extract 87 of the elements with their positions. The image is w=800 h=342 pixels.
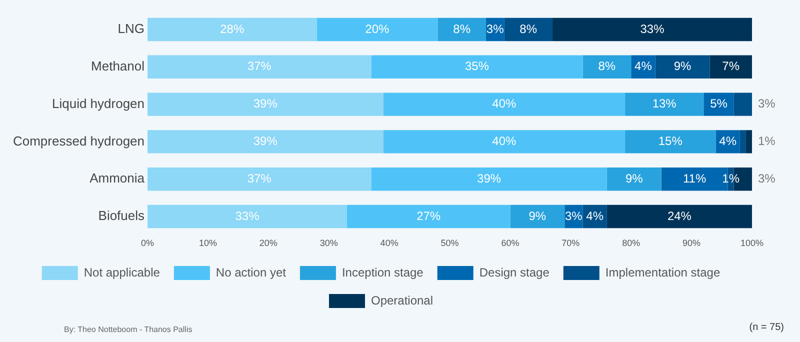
x-tick-label: 90% bbox=[682, 238, 701, 248]
bar bbox=[582, 55, 632, 78]
y-tick-label: Methanol bbox=[91, 58, 145, 74]
y-tick-label: Liquid hydrogen bbox=[52, 96, 145, 111]
bar bbox=[552, 18, 752, 42]
data-label: 8% bbox=[520, 22, 538, 36]
bar bbox=[740, 130, 746, 154]
data-label: 4% bbox=[634, 59, 652, 74]
data-label: 1% bbox=[722, 171, 740, 186]
x-tick-label: 40% bbox=[380, 238, 398, 248]
x-tick-label: 0% bbox=[141, 238, 154, 248]
x-tick-label: 50% bbox=[440, 238, 459, 248]
bar bbox=[716, 130, 740, 154]
bar bbox=[148, 168, 372, 191]
y-tick-label: Compressed hydrogen bbox=[12, 133, 145, 148]
data-label: 4% bbox=[586, 208, 604, 223]
data-label: 7% bbox=[722, 59, 740, 74]
x-tick-label: 20% bbox=[259, 238, 278, 248]
data-label: 8% bbox=[598, 59, 616, 74]
data-label: 9% bbox=[528, 208, 546, 223]
legend-label: Not applicable bbox=[84, 265, 160, 280]
y-tick-label: LNG bbox=[118, 21, 145, 36]
data-label: 37% bbox=[247, 59, 272, 74]
data-label: 20% bbox=[365, 22, 390, 36]
x-tick-label: 80% bbox=[622, 238, 640, 248]
bar bbox=[504, 18, 553, 42]
data-label: 1% bbox=[758, 134, 776, 148]
data-label: 39% bbox=[253, 96, 278, 111]
bar bbox=[148, 18, 317, 42]
data-label: 24% bbox=[667, 208, 692, 223]
data-label: 4% bbox=[719, 134, 737, 148]
bar bbox=[371, 55, 583, 78]
bar bbox=[316, 18, 438, 42]
y-tick-label: Ammonia bbox=[90, 170, 146, 186]
data-label: 33% bbox=[235, 208, 260, 223]
bar bbox=[383, 130, 626, 154]
legend-label: Implementation stage bbox=[605, 265, 720, 280]
x-tick-label: 60% bbox=[501, 238, 520, 248]
bar bbox=[148, 130, 384, 154]
bar bbox=[625, 130, 716, 154]
y-tick-label: Biofuels bbox=[98, 208, 146, 224]
data-label: 40% bbox=[492, 134, 516, 148]
data-label: 3% bbox=[758, 96, 776, 111]
data-label: 33% bbox=[640, 22, 665, 36]
data-label: 3% bbox=[758, 171, 776, 186]
bar bbox=[734, 92, 752, 116]
bar bbox=[606, 168, 662, 191]
data-label: 3% bbox=[486, 22, 504, 36]
bar bbox=[383, 92, 626, 116]
x-tick-label: 100% bbox=[740, 238, 764, 248]
data-label: 40% bbox=[492, 96, 516, 111]
legend-label: Operational bbox=[370, 293, 434, 308]
data-label: 5% bbox=[710, 96, 728, 111]
data-label: 35% bbox=[464, 59, 490, 74]
text: (n = 75) bbox=[749, 322, 784, 333]
legend-label: Inception stage bbox=[342, 265, 424, 280]
bar bbox=[746, 130, 752, 154]
bar bbox=[710, 55, 752, 78]
x-tick-label: 10% bbox=[198, 238, 217, 248]
bar bbox=[148, 55, 372, 78]
data-label: 8% bbox=[453, 22, 471, 36]
bar bbox=[438, 18, 486, 42]
bar bbox=[148, 92, 384, 116]
data-label: 28% bbox=[220, 22, 244, 36]
data-label: 3% bbox=[565, 208, 583, 223]
data-label: 13% bbox=[652, 96, 677, 111]
bar bbox=[371, 168, 607, 191]
bar bbox=[510, 204, 565, 228]
legend-label: No action yet bbox=[216, 265, 287, 280]
legend-label: Design stage bbox=[479, 265, 550, 280]
data-label: 39% bbox=[253, 134, 278, 148]
bar bbox=[148, 204, 347, 228]
data-label: 11% bbox=[683, 171, 706, 186]
bar bbox=[346, 204, 510, 228]
bar bbox=[625, 92, 704, 116]
data-label: 27% bbox=[416, 208, 441, 223]
bar bbox=[704, 92, 734, 116]
x-tick-label: 30% bbox=[320, 238, 338, 248]
data-label: 37% bbox=[247, 171, 272, 186]
data-label: 39% bbox=[477, 171, 502, 186]
data-label: 9% bbox=[625, 171, 644, 186]
data-label: 9% bbox=[674, 59, 692, 74]
data-label: 15% bbox=[658, 134, 683, 148]
bar bbox=[655, 55, 710, 78]
x-tick-label: 70% bbox=[562, 238, 580, 248]
bar bbox=[606, 204, 752, 228]
text: By: Theo Notteboom - Thanos Pallis bbox=[64, 325, 192, 334]
